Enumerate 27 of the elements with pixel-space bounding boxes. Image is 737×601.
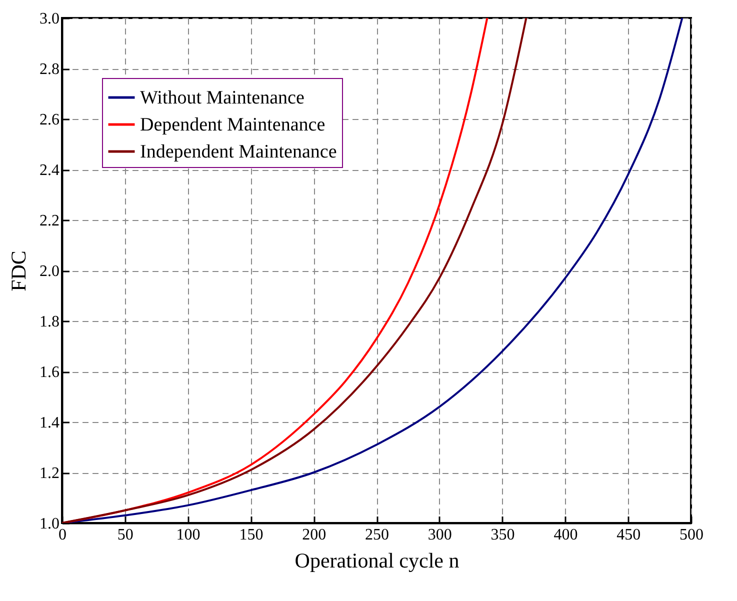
y-tick-label: 2.6: [40, 112, 60, 128]
x-tick-label: 350: [490, 526, 515, 544]
x-tick-label: 50: [117, 526, 134, 544]
y-tick-label: 1.4: [40, 414, 60, 432]
x-tick-label: 200: [302, 526, 326, 544]
x-tick-label: 150: [239, 526, 264, 544]
x-axis-title: Operational cycle n: [294, 548, 460, 572]
y-tick-label: 2.8: [40, 61, 60, 78]
x-tick-label: 450: [616, 526, 641, 544]
legend-label: Without Maintenance: [140, 88, 304, 108]
x-tick-label: 250: [365, 526, 389, 544]
y-tick-label: 1.6: [40, 364, 60, 381]
y-axis-title: FDC: [6, 250, 30, 292]
y-tick-label: 2.4: [40, 162, 60, 179]
y-tick-label: 1.2: [40, 465, 60, 482]
x-tick-label: 300: [428, 526, 452, 544]
legend-label: Dependent Maintenance: [140, 114, 326, 136]
x-tick-label: 500: [680, 526, 704, 544]
x-tick-label: 0: [58, 526, 66, 544]
y-tick-label: 1.8: [40, 314, 60, 330]
y-tick-label: 3.0: [40, 10, 60, 28]
y-tick-label: 2.0: [40, 263, 60, 280]
x-tick-label: 400: [554, 526, 578, 544]
y-tick-label: 1.0: [40, 516, 60, 532]
y-tick-label: 2.2: [40, 212, 60, 230]
x-tick-label: 100: [176, 526, 200, 544]
legend-label: Independent Maintenance: [140, 142, 337, 162]
